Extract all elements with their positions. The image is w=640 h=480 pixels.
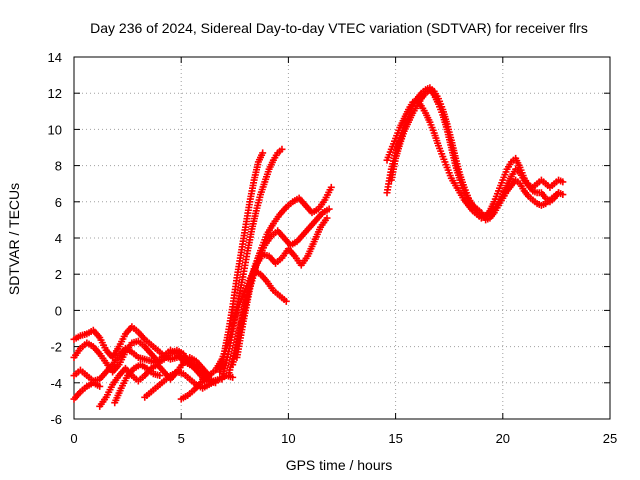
y-axis-label: SDTVAR / TECUs	[6, 183, 22, 295]
series-arc-11	[218, 145, 286, 383]
y-tick-label: 0	[55, 303, 62, 318]
series-arc-17	[387, 86, 563, 224]
series-arc-14	[233, 214, 331, 361]
data-point	[555, 189, 563, 197]
y-tick-label: 10	[48, 122, 62, 137]
data-point	[229, 373, 237, 381]
data-point	[259, 149, 267, 157]
axis-ticks	[73, 56, 611, 420]
x-tick-label: 5	[178, 431, 185, 446]
y-tick-label: 14	[48, 50, 62, 65]
series-arc-6	[111, 361, 164, 407]
series-arc-16	[383, 96, 567, 222]
y-tick-label: 4	[55, 231, 62, 246]
x-tick-label: 0	[70, 431, 77, 446]
x-axis-label: GPS time / hours	[286, 457, 393, 473]
series-arc-7	[141, 368, 220, 401]
series-arc-4	[70, 379, 104, 403]
data-point	[156, 372, 164, 380]
data-points	[70, 84, 567, 410]
y-tick-label: 6	[55, 195, 62, 210]
y-tick-label: 2	[55, 267, 62, 282]
y-axis-tick-labels: -6 -4 -2 0 2 4 6 8 10 12 14	[48, 50, 62, 427]
data-point	[282, 297, 290, 305]
series-arc-10	[216, 149, 267, 376]
grid	[74, 57, 610, 419]
y-tick-label: 8	[55, 159, 62, 174]
data-point	[559, 178, 567, 186]
data-point	[96, 382, 104, 390]
y-tick-label: -2	[50, 340, 62, 355]
chart-title: Day 236 of 2024, Sidereal Day-to-day VTE…	[90, 20, 588, 36]
x-tick-label: 15	[388, 431, 402, 446]
x-tick-label: 10	[281, 431, 295, 446]
x-tick-label: 20	[496, 431, 510, 446]
x-tick-label: 25	[603, 431, 617, 446]
data-point	[323, 214, 331, 222]
x-axis-tick-labels: 0 5 10 15 20 25	[70, 431, 617, 446]
data-point	[327, 183, 335, 191]
series-arc-1	[70, 323, 213, 380]
y-tick-label: -6	[50, 412, 62, 427]
y-tick-label: 12	[48, 86, 62, 101]
data-point	[278, 145, 286, 153]
data-point	[325, 205, 333, 213]
y-tick-label: -4	[50, 376, 62, 391]
data-point	[559, 191, 567, 199]
